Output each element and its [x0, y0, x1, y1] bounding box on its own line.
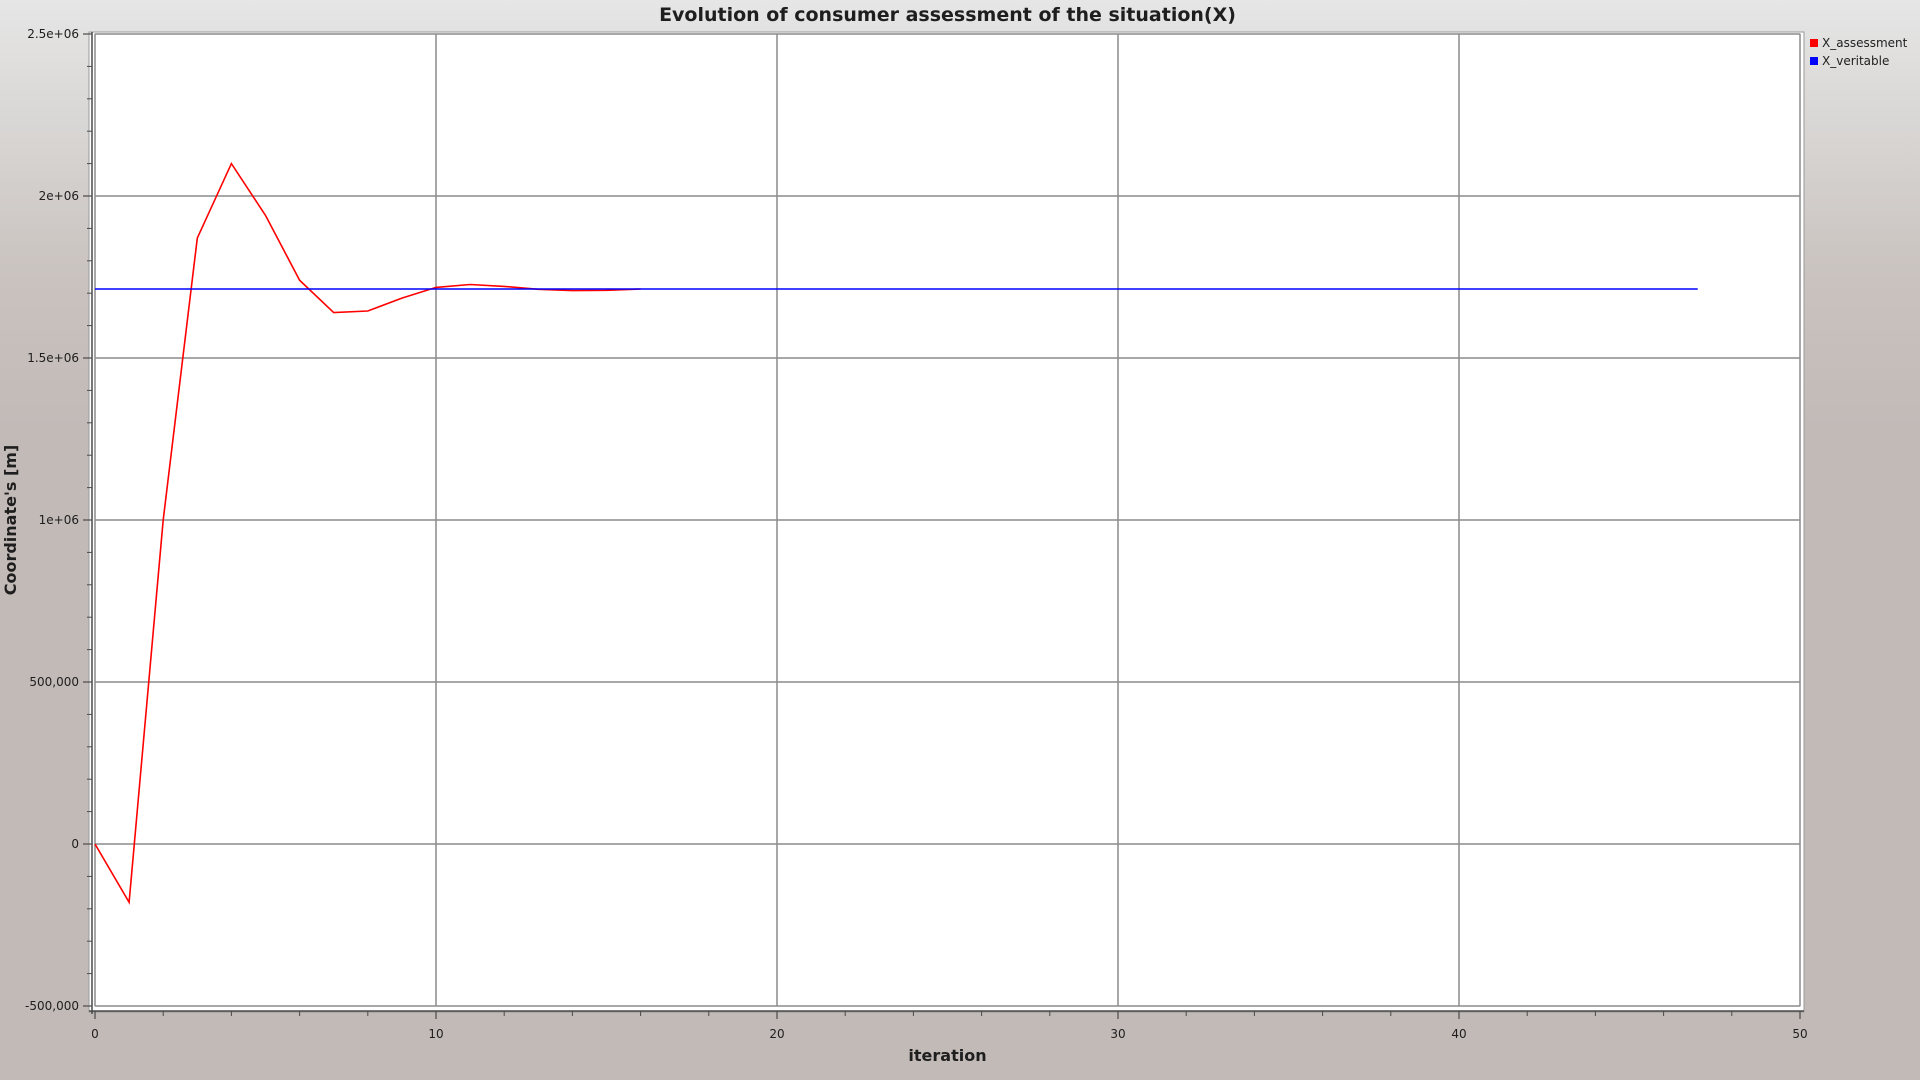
- legend: X_assessment X_veritable: [1810, 34, 1907, 70]
- y-tick-label: 2e+06: [39, 189, 79, 203]
- y-axis-title: Coordinate's [m]: [1, 445, 20, 596]
- x-axis-title: iteration: [908, 1046, 986, 1065]
- y-tick-label: 2.5e+06: [27, 27, 79, 41]
- legend-swatch: [1810, 39, 1818, 47]
- y-tick-label: 1.5e+06: [27, 351, 79, 365]
- y-tick-label: 500,000: [29, 675, 79, 689]
- legend-swatch: [1810, 57, 1818, 65]
- chart-frame: [88, 31, 1805, 1013]
- x-tick-label: 40: [1451, 1027, 1466, 1041]
- y-tick-label: 1e+06: [39, 513, 79, 527]
- legend-label: X_assessment: [1822, 36, 1908, 50]
- x-tick-label: 20: [769, 1027, 784, 1041]
- x-tick-label: 10: [428, 1027, 443, 1041]
- axes: -500,000 0 500,000 1e+06 1.5e+06 2e+06 2.5e+06…: [25, 27, 1808, 1041]
- legend-item: X_assessment: [1810, 34, 1907, 52]
- x-tick-label: 50: [1792, 1027, 1807, 1041]
- y-tick-label: 0: [71, 837, 79, 851]
- series-layer: [94, 161, 1698, 905]
- legend-item: X_veritable: [1810, 52, 1907, 70]
- plot-area: [88, 31, 1805, 1013]
- grid: [94, 33, 1801, 1007]
- legend-label: X_veritable: [1822, 54, 1890, 68]
- y-tick-label: -500,000: [25, 999, 79, 1013]
- x-tick-label: 30: [1110, 1027, 1125, 1041]
- chart-title: Evolution of consumer assessment of the …: [659, 4, 1236, 26]
- x-tick-label: 0: [91, 1027, 99, 1041]
